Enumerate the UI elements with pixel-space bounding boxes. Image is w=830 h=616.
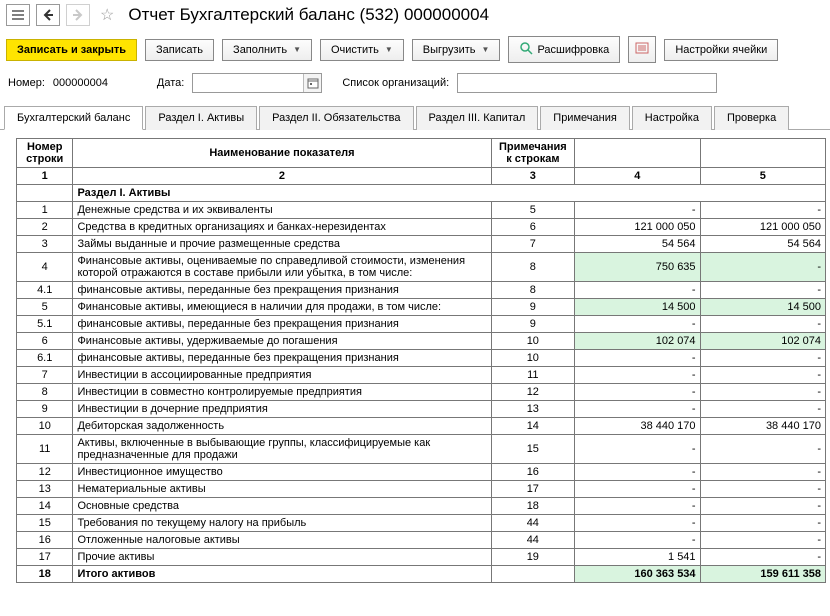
menu-icon[interactable]: [6, 4, 30, 26]
table-row[interactable]: 7Инвестиции в ассоциированные предприяти…: [17, 367, 826, 384]
tab-notes[interactable]: Примечания: [540, 106, 630, 130]
settings-icon-button[interactable]: [628, 36, 656, 63]
cell-settings-button[interactable]: Настройки ячейки: [664, 39, 778, 61]
export-button[interactable]: Выгрузить▼: [412, 39, 501, 61]
balance-table: Номер строки Наименование показателя При…: [16, 138, 826, 583]
magnifier-icon: [519, 41, 533, 58]
table-row[interactable]: 6.1финансовые активы, переданные без пре…: [17, 350, 826, 367]
tab-sec1[interactable]: Раздел I. Активы: [145, 106, 257, 130]
tab-sec3[interactable]: Раздел III. Капитал: [416, 106, 539, 130]
list-icon: [635, 41, 649, 58]
table-row[interactable]: 4Финансовые активы, оцениваемые по справ…: [17, 253, 826, 282]
col-header-5: [700, 139, 825, 168]
col-header-num: Номер строки: [17, 139, 73, 168]
table-row[interactable]: 2Средства в кредитных организациях и бан…: [17, 219, 826, 236]
back-button[interactable]: [36, 4, 60, 26]
tab-sec2[interactable]: Раздел II. Обязательства: [259, 106, 413, 130]
calendar-icon[interactable]: [303, 74, 321, 92]
table-row[interactable]: 1Денежные средства и их эквиваленты5--: [17, 202, 826, 219]
chevron-down-icon: ▼: [293, 45, 301, 54]
table-row[interactable]: 4.1финансовые активы, переданные без пре…: [17, 282, 826, 299]
table-row[interactable]: 5.1финансовые активы, переданные без пре…: [17, 316, 826, 333]
table-row[interactable]: 12Инвестиционное имущество16--: [17, 464, 826, 481]
table-row[interactable]: 13Нематериальные активы17--: [17, 481, 826, 498]
table-row[interactable]: 9Инвестиции в дочерние предприятия13--: [17, 401, 826, 418]
table-row[interactable]: 15Требования по текущему налогу на прибы…: [17, 515, 826, 532]
tab-check[interactable]: Проверка: [714, 106, 789, 130]
table-row[interactable]: 3Займы выданные и прочие размещенные сре…: [17, 236, 826, 253]
table-row[interactable]: 10Дебиторская задолженность1438 440 1703…: [17, 418, 826, 435]
table-row[interactable]: 6Финансовые активы, удерживаемые до пога…: [17, 333, 826, 350]
table-row[interactable]: 5Финансовые активы, имеющиеся в наличии …: [17, 299, 826, 316]
col-header-4: [575, 139, 700, 168]
table-row[interactable]: 11Активы, включенные в выбывающие группы…: [17, 435, 826, 464]
page-title: Отчет Бухгалтерский баланс (532) 0000000…: [128, 5, 489, 25]
save-button[interactable]: Записать: [145, 39, 214, 61]
save-close-button[interactable]: Записать и закрыть: [6, 39, 137, 61]
forward-button[interactable]: [66, 4, 90, 26]
star-icon[interactable]: ☆: [96, 5, 118, 25]
decode-button[interactable]: Расшифровка: [508, 36, 620, 63]
orgs-input[interactable]: [457, 73, 717, 93]
col-header-name: Наименование показателя: [73, 139, 491, 168]
table-row[interactable]: 14Основные средства18--: [17, 498, 826, 515]
number-value: 000000004: [53, 77, 133, 89]
fill-button[interactable]: Заполнить▼: [222, 39, 312, 61]
tab-balance[interactable]: Бухгалтерский баланс: [4, 106, 143, 130]
date-label: Дата:: [157, 77, 184, 89]
chevron-down-icon: ▼: [482, 45, 490, 54]
table-row[interactable]: 16Отложенные налоговые активы44--: [17, 532, 826, 549]
orgs-label: Список организаций:: [342, 77, 449, 89]
table-row[interactable]: 18Итого активов160 363 534159 611 358: [17, 566, 826, 583]
chevron-down-icon: ▼: [385, 45, 393, 54]
table-row[interactable]: 17Прочие активы191 541-: [17, 549, 826, 566]
tab-setup[interactable]: Настройка: [632, 106, 712, 130]
col-header-note: Примечания к строкам: [491, 139, 575, 168]
clear-button[interactable]: Очистить▼: [320, 39, 404, 61]
table-row[interactable]: 8Инвестиции в совместно контролируемые п…: [17, 384, 826, 401]
table-row[interactable]: Раздел I. Активы: [17, 185, 826, 202]
number-label: Номер:: [8, 77, 45, 89]
